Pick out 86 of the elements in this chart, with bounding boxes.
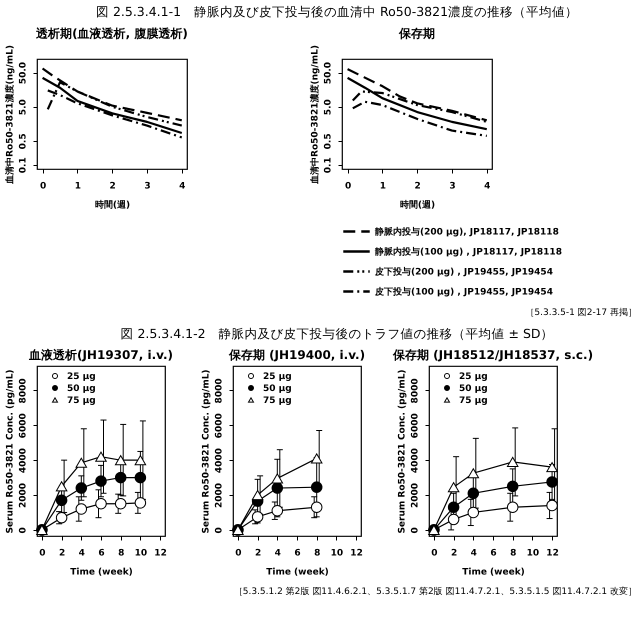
chart-subtitle: 保存期 <box>398 26 435 41</box>
legend-label: 皮下投与(100 μg) , JP19455, JP19454 <box>374 286 553 298</box>
legend-label: 50 μg <box>67 384 96 394</box>
legend-label: 75 μg <box>67 396 96 406</box>
x-tick-label: 10 <box>330 548 344 558</box>
x-tick-label: 2 <box>450 548 458 558</box>
x-axis-title: Time (week) <box>462 568 525 578</box>
y-tick-label: 6000 <box>18 413 28 438</box>
y-axis-title: 血清中Ro50-3821濃度(ng/mL) <box>310 45 320 185</box>
x-tick-label: 2 <box>58 548 66 558</box>
y-tick-label: 4000 <box>18 448 28 474</box>
legend-label: 75 μg <box>459 396 488 406</box>
y-axis-title: Serum Ro50-3821 Conc. (pg/mL) <box>6 369 16 534</box>
x-tick-label: 6 <box>294 548 301 558</box>
x-tick-label: 12 <box>350 548 363 558</box>
y-tick-label: 0.5 <box>18 133 28 150</box>
y-tick-label: 6000 <box>410 413 420 438</box>
text: 図 2.5.3.4.1-1 静脈内及び皮下投与後の血清中 Ro50-3821濃度の推移（平均値） <box>96 4 578 19</box>
x-tick-label: 2 <box>110 182 116 192</box>
x-tick-label: 8 <box>510 548 516 558</box>
x-tick-label: 8 <box>118 548 124 558</box>
x-tick-label: 10 <box>134 548 148 558</box>
x-tick-label: 10 <box>526 548 540 558</box>
y-tick-label: 0.1 <box>324 157 334 174</box>
x-axis-title: Time (week) <box>266 568 329 578</box>
y-tick-label: 5.0 <box>324 99 334 116</box>
legend-label: 25 μg <box>459 372 488 382</box>
y-tick-label: 2000 <box>410 482 420 508</box>
y-tick-label: 0.1 <box>18 157 28 174</box>
x-tick-label: 1 <box>380 182 386 192</box>
legend-label: 50 μg <box>263 384 292 394</box>
y-tick-label: 0 <box>214 527 224 534</box>
y-tick-label: 4000 <box>214 448 224 474</box>
x-tick-label: 8 <box>314 548 320 558</box>
x-tick-label: 2 <box>414 182 421 192</box>
text: ［5.3.3.5-1 図2-17 再掲］ <box>525 307 637 318</box>
y-tick-label: 8000 <box>18 378 28 404</box>
x-tick-label: 6 <box>98 548 105 558</box>
x-tick-label: 0 <box>235 548 242 558</box>
y-tick-label: 0 <box>18 527 28 534</box>
y-tick-label: 5.0 <box>18 99 28 116</box>
x-tick-label: 12 <box>546 548 559 558</box>
chart-subtitle: 血液透析(JH19307, i.v.) <box>28 348 174 362</box>
x-tick-label: 0 <box>431 548 438 558</box>
legend-label: 皮下投与(200 μg) , JP19455, JP19454 <box>374 266 553 278</box>
text: 図 2.5.3.4.1-2 静脈内及び皮下投与後のトラフ値の推移（平均値 ± SD） <box>120 326 554 341</box>
y-tick-label: 50.0 <box>324 62 334 84</box>
x-tick-label: 6 <box>490 548 497 558</box>
x-tick-label: 4 <box>470 548 477 558</box>
legend-label: 75 μg <box>263 396 292 406</box>
legend-label: 25 μg <box>263 372 292 382</box>
y-tick-label: 2000 <box>18 482 28 508</box>
text: ［5.3.5.1.2 第2版 図11.4.6.2.1、5.3.5.1.7 第2版 図11.4.7.2.1、5.3.5.1.5 図11.4.7.2.1 改変］ <box>234 586 637 597</box>
y-axis-title: Serum Ro50-3821 Conc. (pg/mL) <box>398 369 408 534</box>
x-axis-title: 時間(週) <box>94 200 130 210</box>
y-axis-title: 血清中Ro50-3821濃度(ng/mL) <box>4 45 16 185</box>
y-tick-label: 50.0 <box>18 62 28 84</box>
x-tick-label: 2 <box>254 548 262 558</box>
y-tick-label: 6000 <box>214 413 224 438</box>
y-tick-label: 0 <box>410 527 420 534</box>
x-tick-label: 4 <box>274 548 281 558</box>
y-tick-label: 8000 <box>214 378 224 404</box>
x-tick-label: 1 <box>74 182 82 192</box>
chart-subtitle: 保存期 (JH18512/JH18537, s.c.) <box>392 348 594 362</box>
chart-subtitle: 透析期(血液透析, 腹膜透析) <box>35 26 188 41</box>
x-tick-label: 4 <box>78 548 85 558</box>
x-axis-title: 時間(週) <box>400 200 436 210</box>
x-tick-label: 3 <box>449 182 456 192</box>
y-tick-label: 4000 <box>410 448 420 474</box>
x-tick-label: 0 <box>40 182 46 192</box>
legend-label: 静脈内投与(100 μg) , JP18117, JP18118 <box>374 246 562 258</box>
x-tick-label: 0 <box>344 182 352 192</box>
y-tick-label: 0.5 <box>324 133 334 150</box>
x-tick-label: 4 <box>179 182 186 192</box>
x-tick-label: 3 <box>144 182 151 192</box>
legend-label: 静脈内投与(200 μg), JP18117, JP18118 <box>374 226 559 238</box>
x-tick-label: 4 <box>484 182 490 192</box>
x-tick-label: 12 <box>154 548 167 558</box>
legend-label: 25 μg <box>67 372 96 382</box>
y-tick-label: 2000 <box>214 482 224 508</box>
chart-subtitle: 保存期 (JH19400, i.v.) <box>228 348 366 362</box>
y-axis-title: Serum Ro50-3821 Conc. (pg/mL) <box>202 369 212 534</box>
legend-label: 50 μg <box>459 384 488 394</box>
y-tick-label: 8000 <box>410 378 420 404</box>
x-tick-label: 0 <box>39 548 46 558</box>
x-axis-title: Time (week) <box>70 568 133 578</box>
